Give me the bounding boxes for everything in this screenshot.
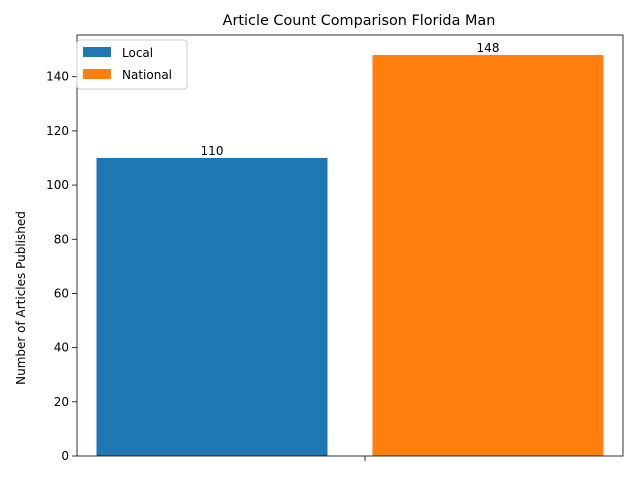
y-tick-label: 40 [54, 341, 69, 355]
legend-items: Local National [83, 46, 172, 82]
legend-label-national: National [122, 68, 172, 82]
y-tick-label: 0 [61, 449, 69, 463]
legend: Local National [76, 39, 188, 90]
data-labels-group: 110 148 [201, 41, 500, 158]
data-label-local: 110 [201, 144, 224, 158]
y-tick-label: 60 [54, 286, 69, 300]
legend-swatch-local [83, 47, 111, 57]
legend-label-local: Local [122, 46, 153, 60]
bar-national [372, 55, 604, 457]
y-tick-label: 100 [46, 178, 69, 192]
plot-frame [76, 34, 624, 457]
y-tick-label: 140 [46, 70, 69, 84]
y-tick-label: 120 [46, 124, 69, 138]
y-tick-label: 80 [54, 232, 69, 246]
y-tick-label: 20 [54, 395, 69, 409]
legend-swatch-national [83, 69, 111, 79]
bars-group [96, 55, 604, 457]
chart-title: Article Count Comparison Florida Man [223, 13, 496, 29]
y-axis-label: Number of Articles Published [14, 211, 28, 385]
y-axis-ticks: 0 20 40 60 80 100 120 140 [46, 70, 77, 463]
data-label-national: 148 [477, 41, 500, 55]
bar-local [96, 157, 328, 456]
